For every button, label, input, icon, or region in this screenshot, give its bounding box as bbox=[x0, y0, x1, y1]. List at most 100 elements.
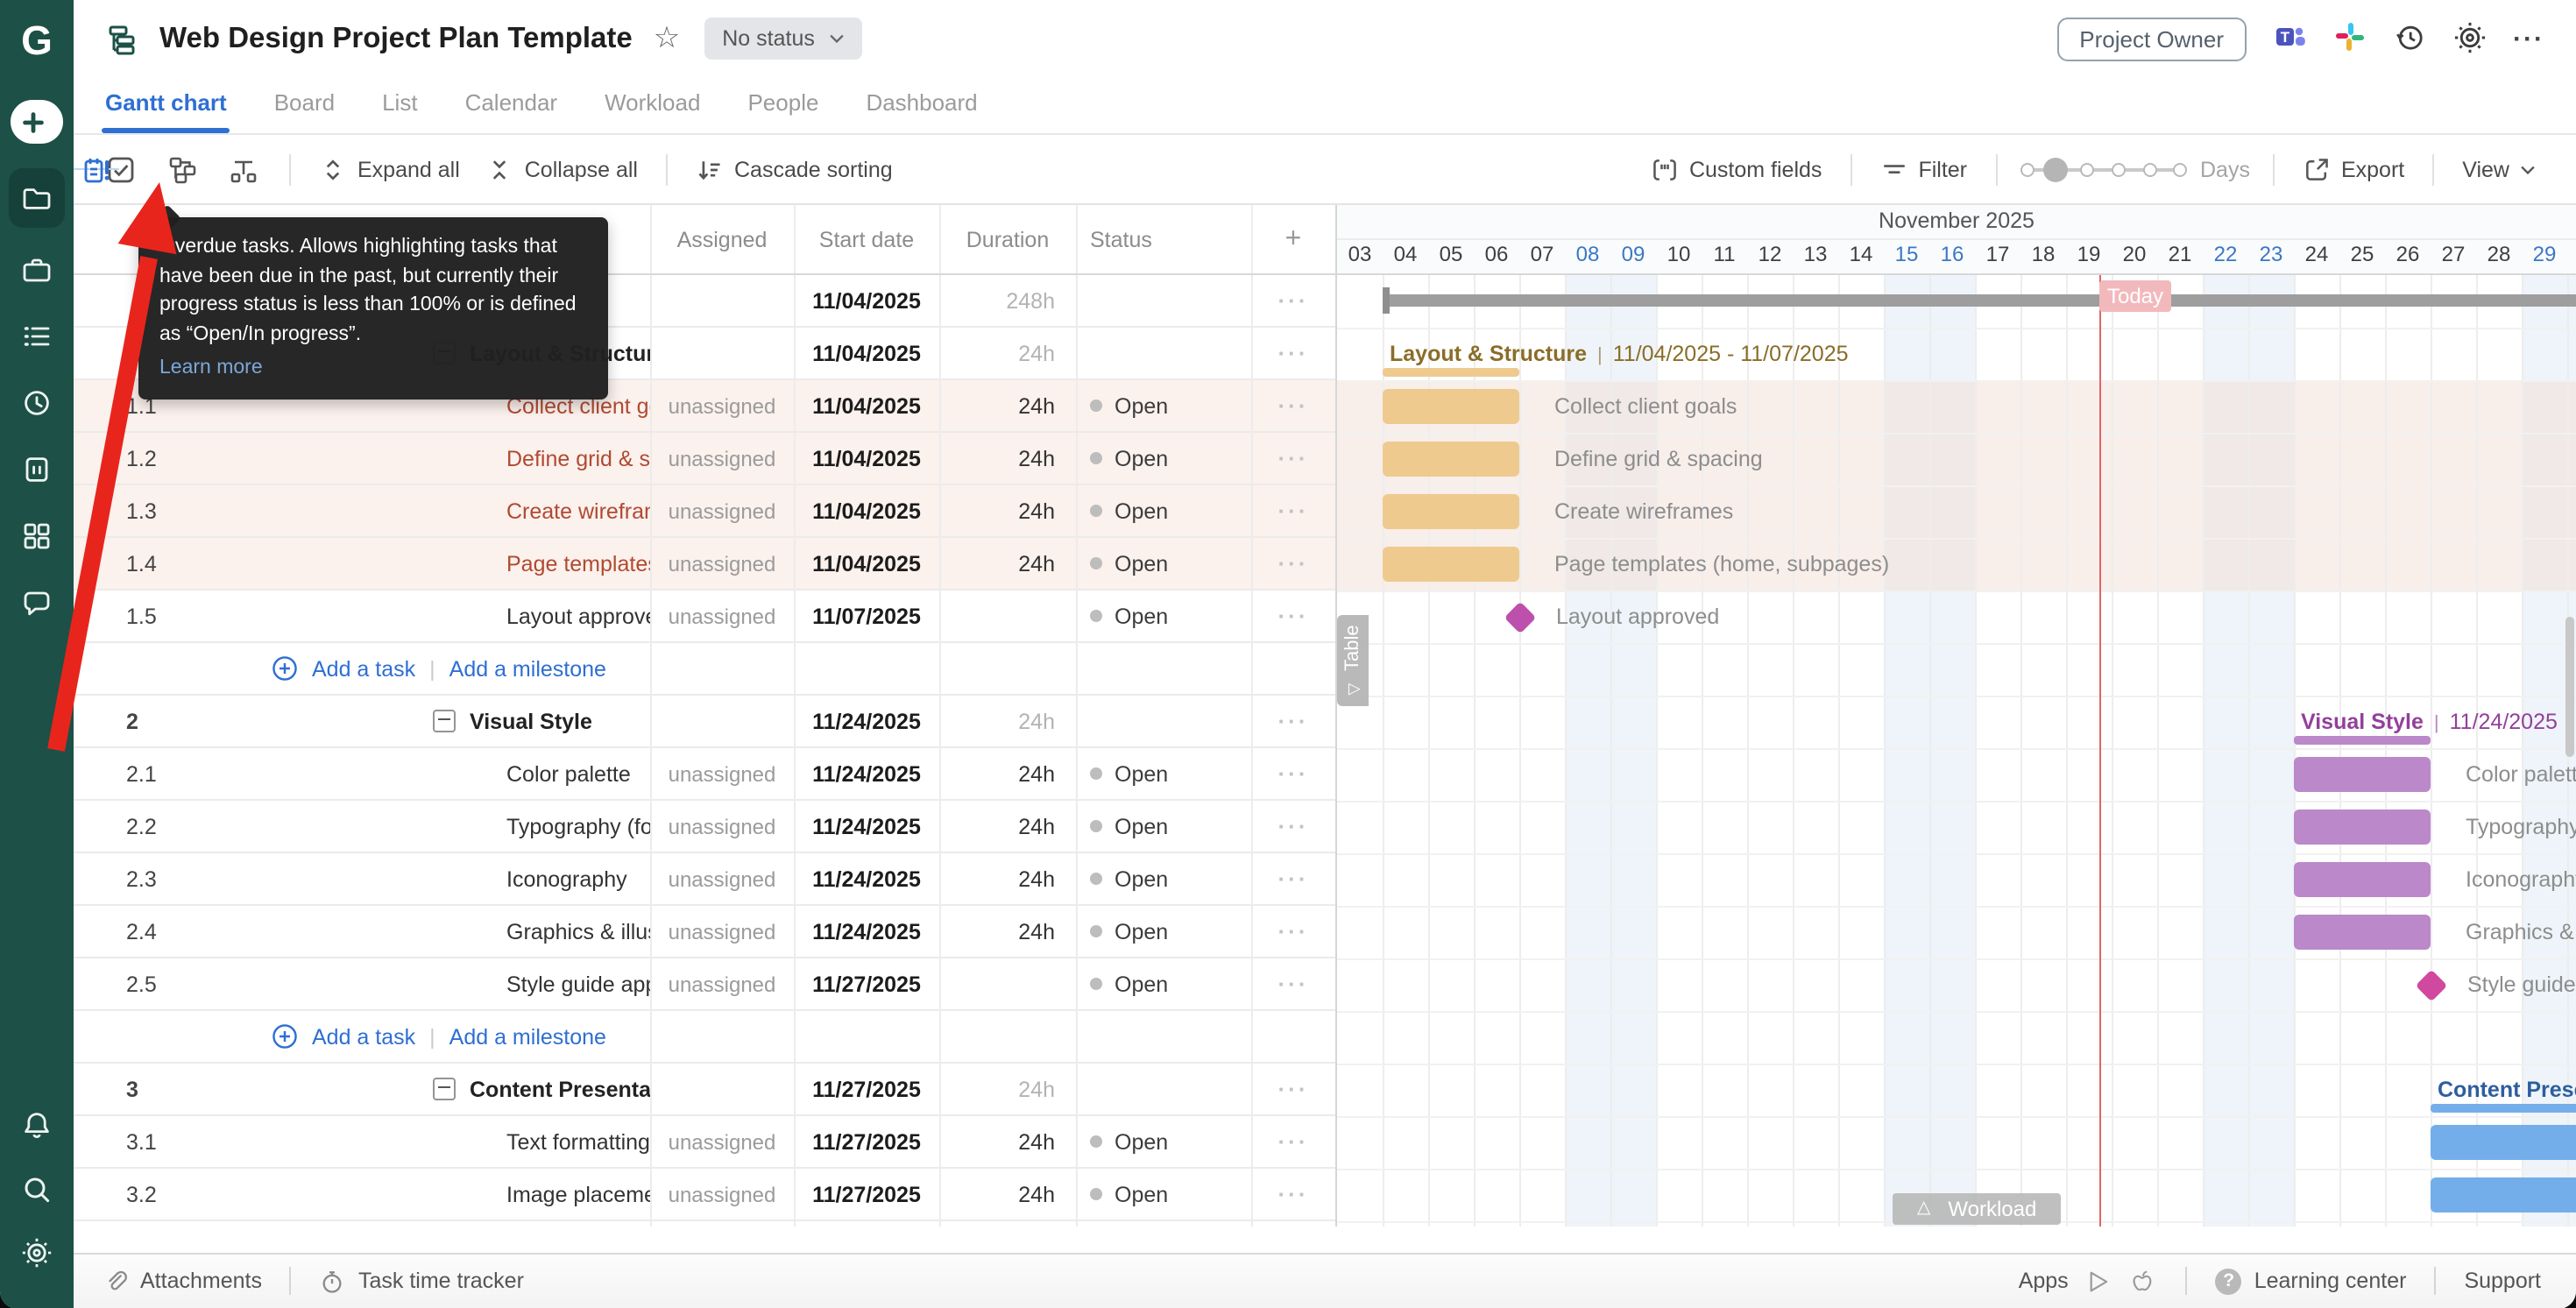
gantt-bar-graphics-illustrations[interactable] bbox=[2294, 915, 2431, 950]
support-link[interactable]: Support bbox=[2464, 1269, 2541, 1294]
expand-all-button[interactable]: Expand all bbox=[314, 155, 465, 183]
tab-workload[interactable]: Workload bbox=[605, 89, 701, 116]
tab-list[interactable]: List bbox=[382, 89, 418, 116]
gantt-group-bar-content-presentation[interactable] bbox=[2431, 1104, 2576, 1113]
view-dropdown[interactable]: View bbox=[2457, 157, 2541, 181]
google-play-icon[interactable] bbox=[2086, 1269, 2112, 1295]
gantt-group-bar-visual-style[interactable] bbox=[2294, 736, 2431, 745]
timeline-zoom-slider[interactable] bbox=[2020, 152, 2186, 187]
gantt-group-bar-layout-structure[interactable] bbox=[1383, 368, 1519, 377]
row-actions-button[interactable]: ··· bbox=[1277, 918, 1309, 944]
row-actions-button[interactable]: ··· bbox=[1277, 1076, 1309, 1102]
cascade-sorting-button[interactable]: Cascade sorting bbox=[690, 155, 898, 183]
table-row-3[interactable]: 3 Content Presentation 11/27/2025 24h ··· bbox=[74, 1064, 1335, 1116]
apps-link[interactable]: Apps bbox=[2018, 1269, 2069, 1294]
more-options-button[interactable]: ··· bbox=[2513, 24, 2544, 53]
app-logo[interactable]: G bbox=[21, 18, 53, 63]
table-row-1.5[interactable]: 1.5 Layout approved unassigned 11/07/2025 Op… bbox=[74, 590, 1335, 643]
table-row-2.2[interactable]: 2.2 Typography (fonts, sizes) unassigned 11… bbox=[74, 801, 1335, 853]
sidebar-item-projects[interactable] bbox=[9, 168, 65, 228]
history-icon[interactable] bbox=[2394, 21, 2429, 56]
table-collapse-tab[interactable]: ◁ Table bbox=[1337, 615, 1369, 706]
row-actions-button[interactable]: ··· bbox=[1277, 1181, 1309, 1207]
row-actions-button[interactable]: ··· bbox=[1277, 813, 1309, 839]
gantt-bar-image-placement[interactable] bbox=[2431, 1177, 2576, 1213]
filter-button[interactable]: Filter bbox=[1874, 155, 1972, 183]
row-actions-button[interactable]: ··· bbox=[1277, 971, 1309, 997]
workload-toggle-button[interactable]: △ Workload bbox=[1893, 1193, 2062, 1224]
custom-fields-button[interactable]: Custom fields bbox=[1645, 155, 1827, 183]
sidebar-item-history[interactable] bbox=[21, 387, 53, 419]
table-row-2.5[interactable]: 2.5 Style guide approved unassigned 11/27/2… bbox=[74, 958, 1335, 1011]
row-actions-button[interactable]: ··· bbox=[1277, 760, 1309, 787]
favorite-star-icon[interactable]: ☆ bbox=[653, 21, 681, 54]
sidebar-item-comments[interactable] bbox=[21, 587, 53, 619]
gantt-bar-define-grid-spacing[interactable] bbox=[1383, 442, 1519, 477]
column-header-add[interactable]: + bbox=[1284, 223, 1302, 253]
create-new-button[interactable] bbox=[11, 100, 63, 144]
critical-path-button[interactable] bbox=[221, 148, 266, 190]
table-row-1.4[interactable]: 1.4 Page templates (home, subpages) unassi… bbox=[74, 538, 1335, 590]
chart-scrollbar[interactable] bbox=[2565, 617, 2574, 757]
row-actions-button[interactable]: ··· bbox=[1277, 1128, 1309, 1155]
row-actions-button[interactable]: ··· bbox=[1277, 550, 1309, 576]
learn-more-link[interactable]: Learn more bbox=[159, 357, 263, 378]
search-button[interactable] bbox=[21, 1174, 53, 1205]
table-row-1.2[interactable]: 1.2 Define grid & spacing unassigned 11/04/… bbox=[74, 433, 1335, 485]
add-milestone-link[interactable]: Add a milestone bbox=[449, 656, 606, 681]
row-actions-button[interactable]: ··· bbox=[1277, 392, 1309, 419]
task-time-tracker-button[interactable]: Task time tracker bbox=[320, 1269, 524, 1295]
row-actions-button[interactable]: ··· bbox=[1277, 340, 1309, 366]
tab-board[interactable]: Board bbox=[273, 89, 336, 116]
settings-button[interactable] bbox=[21, 1237, 53, 1269]
milestone-diamond-layout-approved[interactable] bbox=[1503, 600, 1536, 633]
row-actions-button[interactable]: ··· bbox=[1277, 287, 1309, 314]
attachments-button[interactable]: Attachments bbox=[102, 1269, 262, 1295]
table-row-2.3[interactable]: 2.3 Iconography unassigned 11/24/2025 24h Ope… bbox=[74, 853, 1335, 906]
ms-teams-icon[interactable]: T bbox=[2275, 21, 2310, 56]
table-row-3.1[interactable]: 3.1 Text formatting (headings, body) unass… bbox=[74, 1116, 1335, 1169]
sidebar-item-task-list[interactable] bbox=[21, 321, 53, 352]
learning-center-link[interactable]: ? Learning center bbox=[2215, 1268, 2406, 1295]
gantt-bar-create-wireframes[interactable] bbox=[1383, 494, 1519, 529]
row-actions-button[interactable]: ··· bbox=[1277, 445, 1309, 471]
role-badge[interactable]: Project Owner bbox=[2056, 17, 2247, 60]
add-milestone-link[interactable]: Add a milestone bbox=[449, 1024, 606, 1049]
settings-gear-icon[interactable] bbox=[2453, 21, 2488, 56]
table-row-1.3[interactable]: 1.3 Create wireframes unassigned 11/04/2025… bbox=[74, 485, 1335, 538]
gantt-bar-iconography[interactable] bbox=[2294, 862, 2431, 897]
export-button[interactable]: Export bbox=[2297, 155, 2410, 183]
apple-icon[interactable] bbox=[2130, 1268, 2158, 1296]
collapse-toggle-icon[interactable] bbox=[433, 1078, 456, 1100]
row-actions-button[interactable]: ··· bbox=[1277, 498, 1309, 524]
table-row-2.4[interactable]: 2.4 Graphics & illustrations unassigned 11/… bbox=[74, 906, 1335, 958]
table-row-2.1[interactable]: 2.1 Color palette unassigned 11/24/2025 24h O… bbox=[74, 748, 1335, 801]
collapse-toggle-icon[interactable] bbox=[433, 710, 456, 732]
gantt-bar-page-templates-home-subpages-[interactable] bbox=[1383, 547, 1519, 582]
gantt-bar-text-formatting-headings-body-[interactable] bbox=[2431, 1125, 2576, 1160]
row-actions-button[interactable]: ··· bbox=[1277, 603, 1309, 629]
project-status-dropdown[interactable]: No status bbox=[704, 18, 862, 60]
row-actions-button[interactable]: ··· bbox=[1277, 866, 1309, 892]
sidebar-item-integrations[interactable] bbox=[21, 520, 53, 552]
row-actions-button[interactable]: ··· bbox=[1277, 708, 1309, 734]
collapse-all-button[interactable]: Collapse all bbox=[481, 155, 643, 183]
tab-dashboard[interactable]: Dashboard bbox=[866, 89, 978, 116]
add-task-link[interactable]: Add a task bbox=[312, 1024, 416, 1049]
zoom-slider-handle[interactable] bbox=[2042, 157, 2067, 181]
add-row[interactable]: Add a task | Add a milestone bbox=[74, 1011, 1335, 1064]
tab-people[interactable]: People bbox=[747, 89, 819, 116]
tab-gantt-chart[interactable]: Gantt chart bbox=[101, 77, 231, 133]
gantt-bar-collect-client-goals[interactable] bbox=[1383, 389, 1519, 424]
gantt-bar-color-palette[interactable] bbox=[2294, 757, 2431, 792]
table-row-3.2[interactable]: 3.2 Image placement unassigned 11/27/2025 24… bbox=[74, 1169, 1335, 1221]
tab-calendar[interactable]: Calendar bbox=[464, 89, 558, 116]
slack-icon[interactable] bbox=[2334, 21, 2369, 56]
sidebar-item-reports[interactable] bbox=[21, 454, 53, 485]
notifications-bell[interactable] bbox=[21, 1109, 53, 1141]
gantt-bar-typography-fonts-sizes-[interactable] bbox=[2294, 810, 2431, 845]
project-summary-bar[interactable] bbox=[1383, 294, 2576, 307]
table-row-2[interactable]: 2 Visual Style 11/24/2025 24h ··· bbox=[74, 696, 1335, 748]
add-task-link[interactable]: Add a task bbox=[312, 656, 416, 681]
milestone-diamond-style-guide-approved[interactable] bbox=[2414, 968, 2447, 1001]
